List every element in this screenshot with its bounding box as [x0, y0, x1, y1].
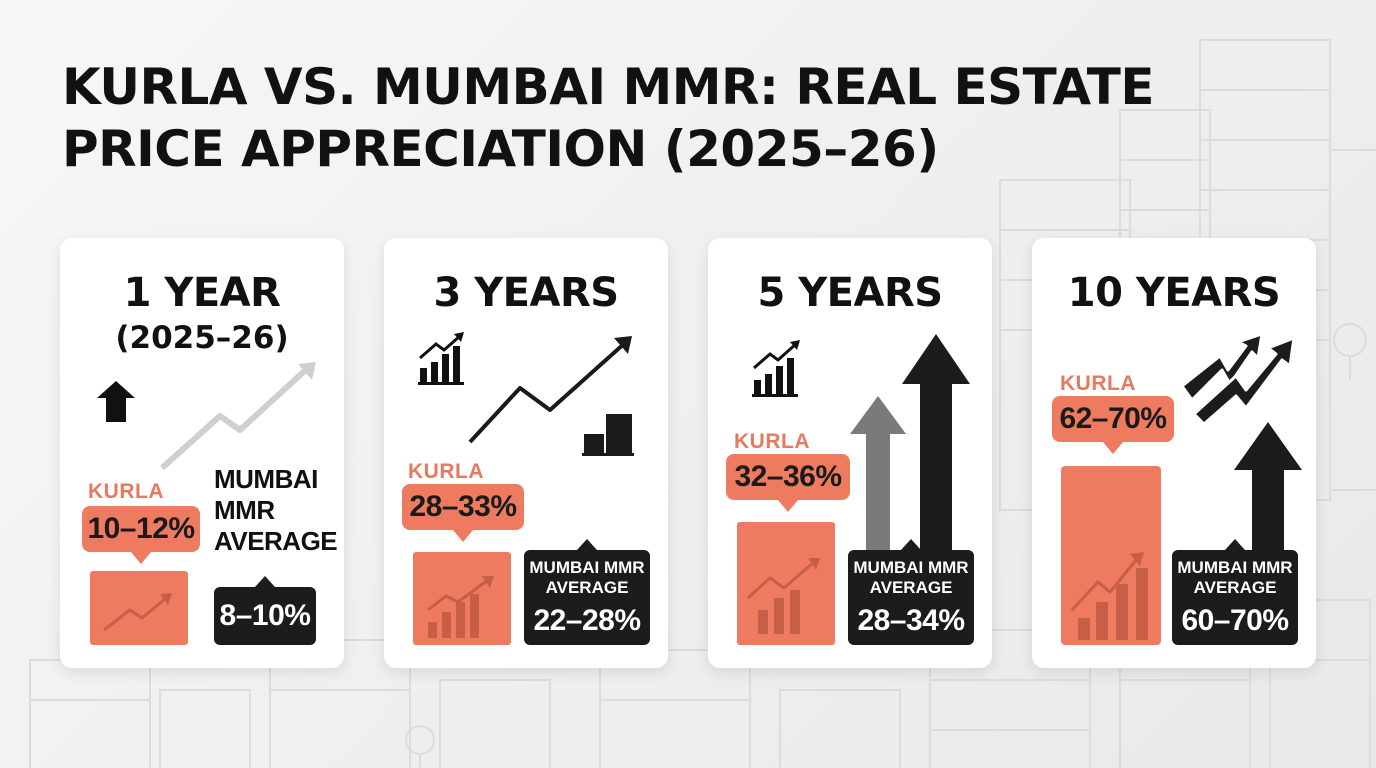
card-3-years: 3 YEARS KURLA 28–33% MUMBAI MMR AVERAGE …	[384, 238, 668, 668]
period-label: 5 YEARS	[757, 270, 943, 316]
growth-chart-icon	[752, 340, 800, 397]
kurla-label: KURLA	[734, 430, 810, 453]
mmr-value: 60–70%	[1181, 604, 1289, 637]
kurla-bar	[90, 571, 188, 645]
kurla-bar	[737, 522, 835, 645]
kurla-label: KURLA	[408, 460, 484, 483]
card-3-years-art	[413, 332, 634, 645]
trend-line-icon	[468, 340, 628, 444]
card-1-art	[90, 362, 316, 645]
card-5-years-art	[737, 334, 970, 645]
period-label: 10 YEARS	[1067, 270, 1281, 316]
kurla-value-badge: 62–70%	[1052, 396, 1174, 454]
title-line-2: PRICE APPRECIATION (2025–26)	[62, 120, 939, 178]
card-10-years: 10 YEARS KURLA 62–70% MUMBAI MMR AVERAGE…	[1032, 238, 1316, 668]
mmr-arrow-black	[1234, 422, 1302, 558]
growth-chart-icon	[746, 558, 820, 634]
period-label: 3 YEARS	[433, 270, 619, 316]
kurla-value-badge: 28–33%	[402, 484, 524, 542]
mmr-value: 8–10%	[219, 599, 311, 632]
growth-chart-icon	[418, 332, 464, 385]
card-5-years: 5 YEARS KURLA 32–36% MUMBAI MMR AVERAGE …	[708, 238, 992, 668]
mmr-label: MUMBAI MMR AVERAGE	[1177, 558, 1293, 597]
buildings-icon	[582, 414, 634, 456]
trend-line-icon	[159, 363, 313, 471]
period-label: 1 YEAR	[123, 270, 281, 316]
kurla-value-badge: 10–12%	[82, 506, 200, 564]
mmr-arrow-black	[902, 334, 970, 568]
growth-chart-icon	[1070, 552, 1148, 640]
mmr-value-box: MUMBAI MMR AVERAGE 28–34%	[848, 539, 974, 645]
kurla-label: KURLA	[1060, 372, 1136, 395]
page-title: KURLA VS. MUMBAI MMR: REAL ESTATE PRICE …	[62, 56, 1154, 180]
mmr-value-box: 8–10%	[214, 576, 316, 645]
mmr-arrow-grey	[850, 396, 906, 568]
zigzag-up-arrow-icon	[1180, 332, 1296, 426]
growth-chart-icon	[103, 596, 167, 632]
mmr-value: 22–28%	[533, 604, 641, 637]
card-10-years-art	[1061, 332, 1302, 645]
up-arrow-icon	[97, 381, 135, 422]
mmr-label: MUMBAI MMR AVERAGE	[529, 558, 645, 597]
growth-chart-icon	[427, 576, 494, 638]
card-1-year: 1 YEAR (2025–26) KURLA 10–12% MUMBAI MMR…	[60, 238, 344, 668]
kurla-label: KURLA	[88, 480, 164, 503]
mmr-label: MUMBAI MMR AVERAGE	[214, 464, 338, 556]
mmr-value-box: MUMBAI MMR AVERAGE 60–70%	[1172, 539, 1298, 645]
mmr-label: MUMBAI MMR AVERAGE	[853, 558, 969, 597]
mmr-value-box: MUMBAI MMR AVERAGE 22–28%	[524, 539, 650, 645]
kurla-value-badge: 32–36%	[726, 454, 850, 512]
title-line-1: KURLA VS. MUMBAI MMR: REAL ESTATE	[62, 58, 1154, 116]
mmr-value: 28–34%	[857, 604, 965, 637]
period-sublabel: (2025–26)	[115, 320, 289, 356]
